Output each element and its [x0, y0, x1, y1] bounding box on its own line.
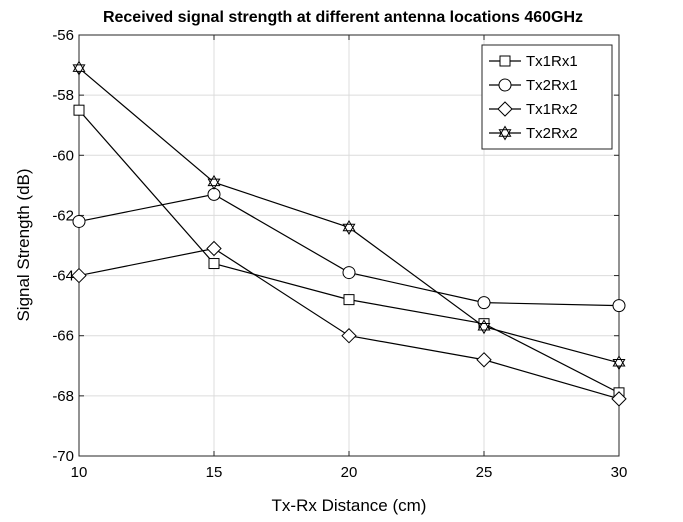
- y-tick-label: -70: [52, 448, 74, 465]
- data-point-marker: [72, 64, 86, 76]
- y-tick-label: -62: [52, 207, 74, 224]
- data-point-marker: [612, 299, 626, 313]
- legend-item: Tx1Rx2: [489, 101, 578, 118]
- series-Tx2Rx1: [72, 187, 626, 313]
- y-tick-label: -56: [52, 27, 74, 44]
- data-point-marker: [341, 328, 357, 344]
- legend-label: Tx2Rx2: [526, 125, 578, 142]
- data-point-marker: [477, 296, 491, 310]
- data-point-marker: [206, 240, 222, 257]
- x-tick-label: 10: [71, 464, 88, 481]
- legend-label: Tx1Rx2: [526, 101, 578, 118]
- x-axis: 10 15 20 25 30: [71, 35, 628, 481]
- data-point-marker: [72, 214, 86, 228]
- x-tick-label: 30: [611, 464, 628, 481]
- data-point-marker: [477, 322, 491, 335]
- data-point-marker: [343, 294, 355, 306]
- x-tick-label: 15: [206, 464, 223, 481]
- legend-label: Tx2Rx1: [526, 77, 578, 94]
- y-axis-label: Signal Strength (dB): [14, 168, 33, 321]
- data-point-marker: [476, 352, 492, 368]
- data-point-marker: [207, 187, 221, 201]
- legend-label: Tx1Rx1: [526, 53, 578, 70]
- chart-title: Received signal strength at different an…: [103, 9, 583, 26]
- legend-item: Tx2Rx2: [489, 125, 578, 142]
- series-Tx2Rx2: [72, 60, 626, 371]
- data-point-marker: [208, 258, 220, 270]
- x-axis-label: Tx-Rx Distance (cm): [272, 496, 427, 515]
- y-tick-label: -58: [52, 87, 74, 104]
- legend-item: Tx2Rx1: [489, 77, 578, 94]
- data-point-marker: [612, 359, 626, 371]
- series-Tx1Rx2: [71, 240, 627, 407]
- series-group: [71, 60, 627, 407]
- y-tick-label: -64: [52, 268, 74, 285]
- legend-item: Tx1Rx1: [489, 53, 578, 70]
- data-point-marker: [342, 266, 356, 280]
- x-tick-label: 20: [341, 464, 358, 481]
- x-tick-label: 25: [476, 464, 493, 481]
- data-point-marker: [207, 178, 221, 190]
- legend-marker: [497, 101, 513, 117]
- y-axis: -70 -68 -66 -64 -62 -60 -58 -56: [52, 27, 619, 465]
- data-point-marker: [73, 104, 85, 116]
- legend: Tx1Rx1 Tx2Rx1 Tx1Rx2 Tx2Rx2: [481, 44, 613, 150]
- legend-marker: [499, 55, 511, 67]
- y-tick-label: -68: [52, 388, 74, 405]
- data-point-marker: [342, 223, 356, 235]
- y-tick-label: -66: [52, 328, 74, 345]
- legend-marker: [498, 129, 512, 141]
- data-point-marker: [611, 391, 627, 407]
- y-tick-label: -60: [52, 147, 74, 164]
- data-point-marker: [71, 267, 87, 284]
- legend-marker: [498, 78, 512, 92]
